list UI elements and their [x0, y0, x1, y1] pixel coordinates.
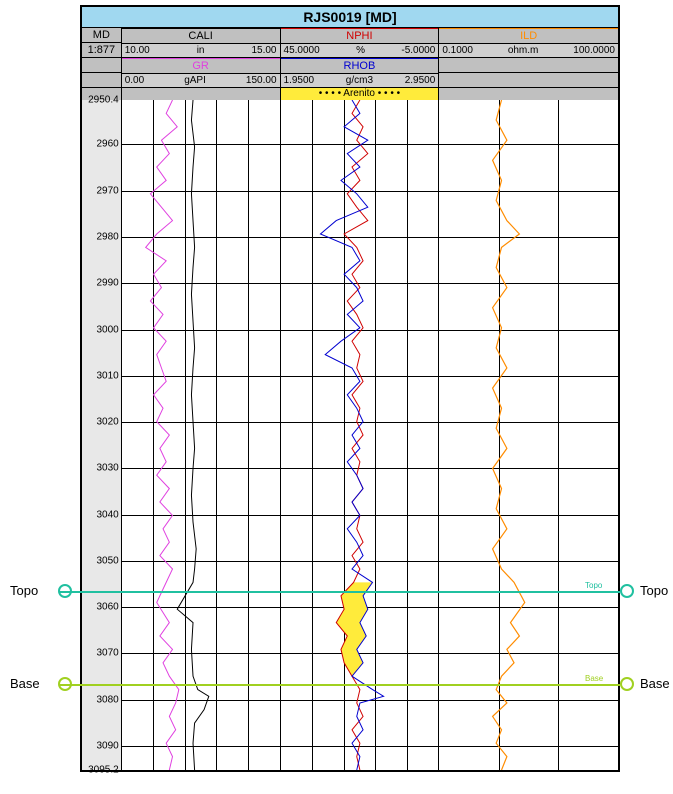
- track-area: 2950.42960297029802990300030103020303030…: [82, 100, 618, 770]
- track-1: [281, 100, 440, 770]
- track-header-NPHI: NPHI: [281, 28, 439, 44]
- depth-track: 2950.42960297029802990300030103020303030…: [82, 100, 122, 770]
- depth-tick: 3050: [96, 555, 118, 566]
- depth-tick: 2950.4: [88, 95, 119, 106]
- track-0: [122, 100, 281, 770]
- track-scale-RHOB: 1.9500g/cm32.9500: [281, 74, 439, 88]
- depth-tick: 3090: [96, 740, 118, 751]
- marker-handle-right-Base[interactable]: [620, 677, 634, 691]
- well-log: RJS0019 [MD] MD1:877 CALI10.00in15.00GR0…: [80, 5, 620, 772]
- depth-tick: 3030: [96, 463, 118, 474]
- depth-tick: 2980: [96, 231, 118, 242]
- depth-label: MD: [82, 28, 121, 43]
- depth-tick: 2990: [96, 278, 118, 289]
- marker-label-left-Base: Base: [10, 676, 40, 691]
- arenito-legend: • • • • Arenito • • • •: [281, 88, 439, 100]
- track-2: [439, 100, 618, 770]
- depth-tick: 3080: [96, 694, 118, 705]
- track-scale-ILD: 0.1000ohm.m100.0000: [439, 44, 618, 58]
- depth-tick: 3070: [96, 648, 118, 659]
- depth-scale: 1:877: [82, 43, 121, 58]
- depth-tick: 3040: [96, 509, 118, 520]
- marker-label-right-Base: Base: [640, 676, 670, 691]
- track-header-ILD: ILD: [439, 28, 618, 44]
- marker-line-Topo: [60, 591, 620, 593]
- marker-label-right-Topo: Topo: [640, 583, 668, 598]
- log-plot-container: RJS0019 [MD] MD1:877 CALI10.00in15.00GR0…: [0, 0, 673, 794]
- depth-tick: 3010: [96, 370, 118, 381]
- depth-tick: 2960: [96, 139, 118, 150]
- track-header-GR: GR: [122, 58, 280, 74]
- curve-ILD: [493, 100, 525, 770]
- track-headers: MD1:877 CALI10.00in15.00GR0.00gAPI150.00…: [82, 28, 618, 100]
- track-header-CALI: CALI: [122, 28, 280, 44]
- well-title: RJS0019 [MD]: [82, 7, 618, 28]
- curve-CALI: [177, 100, 209, 770]
- marker-handle-right-Topo[interactable]: [620, 584, 634, 598]
- depth-tick: 3000: [96, 324, 118, 335]
- track-scale-GR: 0.00gAPI150.00: [122, 74, 280, 88]
- marker-label-left-Topo: Topo: [10, 583, 38, 598]
- curve-GR: [145, 100, 178, 770]
- marker-tag-Base: Base: [585, 674, 603, 683]
- marker-tag-Topo: Topo: [585, 581, 602, 590]
- depth-tick: 3095.2: [88, 765, 119, 776]
- depth-tick: 3020: [96, 417, 118, 428]
- track-scale-CALI: 10.00in15.00: [122, 44, 280, 58]
- track-scale-NPHI: 45.0000%-5.0000: [281, 44, 439, 58]
- depth-tick: 2970: [96, 185, 118, 196]
- track-header-RHOB: RHOB: [281, 58, 439, 74]
- depth-tick: 3060: [96, 602, 118, 613]
- marker-line-Base: [60, 684, 620, 686]
